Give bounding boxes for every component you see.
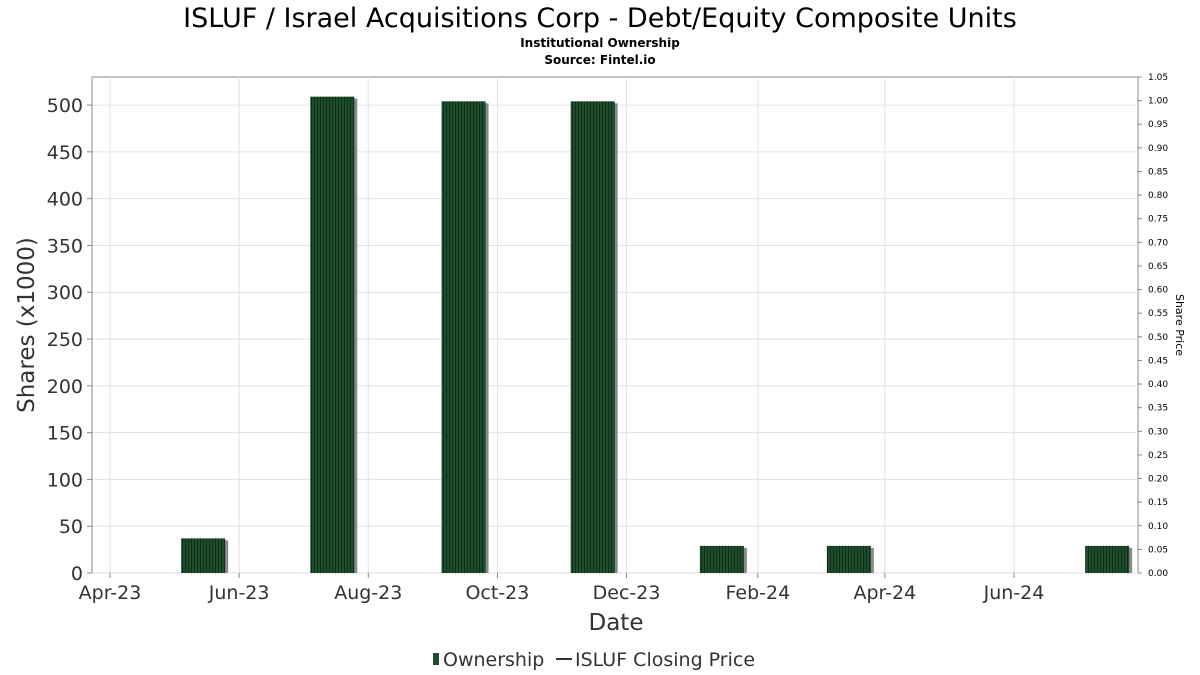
right-tick-label: 0.25 <box>1148 451 1168 461</box>
chart-title: ISLUF / Israel Acquisitions Corp - Debt/… <box>183 3 1017 34</box>
ownership-bar <box>1085 545 1130 573</box>
ownership-bar <box>699 545 744 573</box>
x-tick-label: Dec-23 <box>593 582 661 604</box>
x-tick-label: Jun-23 <box>208 582 270 604</box>
left-tick-label: 200 <box>47 376 83 398</box>
right-tick-label: 1.05 <box>1148 73 1168 83</box>
legend-ownership-swatch <box>433 653 439 665</box>
left-tick-label: 100 <box>47 469 83 491</box>
chart-subtitle-source: Source: Fintel.io <box>544 53 655 67</box>
right-tick-label: 0.30 <box>1148 427 1168 437</box>
left-tick-label: 350 <box>47 235 83 257</box>
right-tick-label: 0.90 <box>1148 144 1168 154</box>
ownership-bar <box>826 545 871 573</box>
x-axis-ticks: Apr-23 Jun-23 Aug-23 Oct-23 Dec-23 Feb-24 Apr-… <box>79 573 1045 604</box>
right-tick-label: 0.15 <box>1148 498 1168 508</box>
left-tick-label: 450 <box>47 142 83 164</box>
x-tick-label: Apr-23 <box>79 582 142 604</box>
right-tick-label: 0.50 <box>1148 333 1168 343</box>
right-tick-label: 0.10 <box>1148 522 1168 532</box>
right-tick-label: 0.95 <box>1148 120 1168 130</box>
x-tick-label: Feb-24 <box>725 582 790 604</box>
ownership-bars <box>181 96 1133 573</box>
right-tick-label: 0.55 <box>1148 309 1168 319</box>
right-tick-label: 0.75 <box>1148 215 1168 225</box>
ownership-bar <box>570 101 615 573</box>
legend-price-label: ISLUF Closing Price <box>575 649 755 671</box>
right-tick-label: 0.70 <box>1148 238 1168 248</box>
legend: Ownership ISLUF Closing Price <box>433 649 755 671</box>
right-tick-label: 0.85 <box>1148 167 1168 177</box>
right-tick-label: 0.00 <box>1148 569 1168 579</box>
x-tick-label: Jun-24 <box>983 582 1045 604</box>
right-tick-label: 0.05 <box>1148 545 1168 555</box>
x-tick-label: Apr-24 <box>854 582 917 604</box>
x-tick-label: Aug-23 <box>334 582 402 604</box>
right-tick-label: 0.20 <box>1148 475 1168 485</box>
right-tick-label: 0.35 <box>1148 404 1168 414</box>
right-tick-label: 1.00 <box>1148 97 1168 107</box>
ownership-bar <box>441 101 486 573</box>
right-tick-label: 0.40 <box>1148 380 1168 390</box>
left-tick-label: 0 <box>71 563 83 585</box>
right-tick-label: 0.45 <box>1148 356 1168 366</box>
left-axis-ticks: 0 50 100 150 200 250 300 350 400 450 500 <box>47 77 93 585</box>
left-tick-label: 150 <box>47 423 83 445</box>
right-axis-label: Share Price <box>1173 294 1186 356</box>
left-tick-label: 300 <box>47 282 83 304</box>
x-axis-label: Date <box>589 610 644 636</box>
ownership-bar <box>181 538 226 573</box>
left-tick-label: 50 <box>59 516 83 538</box>
left-tick-label: 500 <box>47 95 83 117</box>
chart-subtitle-ownership: Institutional Ownership <box>520 36 680 50</box>
right-tick-label: 0.65 <box>1148 262 1168 272</box>
right-tick-label: 0.80 <box>1148 191 1168 201</box>
left-tick-label: 400 <box>47 189 83 211</box>
left-tick-label: 250 <box>47 329 83 351</box>
y-axis-label: Shares (x1000) <box>14 237 40 413</box>
right-axis-ticks: 0.00 0.05 0.10 0.15 0.20 0.25 0.30 0.35 0.40 0.45… <box>1138 73 1168 579</box>
ownership-bar <box>310 96 355 573</box>
right-tick-label: 0.60 <box>1148 286 1168 296</box>
legend-ownership-label: Ownership <box>443 649 544 671</box>
x-tick-label: Oct-23 <box>465 582 529 604</box>
